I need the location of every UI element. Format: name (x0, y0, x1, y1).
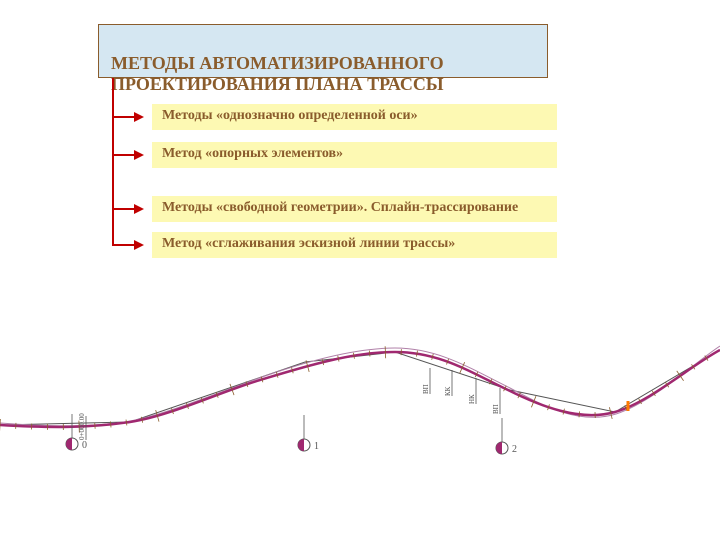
svg-text:НК: НК (468, 394, 476, 404)
svg-text:ВП: ВП (492, 404, 500, 414)
arrow-shaft (112, 154, 134, 156)
method-item-label: Метод «сглаживания эскизной линии трассы… (162, 236, 455, 251)
svg-text:2: 2 (512, 444, 517, 455)
arrow-shaft (112, 208, 134, 210)
slide-root: МЕТОДЫ АВТОМАТИЗИРОВАННОГО ПРОЕКТИРОВАНИ… (0, 0, 720, 540)
arrow-head-icon (134, 204, 144, 214)
arrow-head-icon (134, 150, 144, 160)
svg-text:КК: КК (444, 386, 452, 396)
arrow-shaft (112, 244, 134, 246)
method-item: Метод «опорных элементов» (152, 142, 557, 168)
title-box: МЕТОДЫ АВТОМАТИЗИРОВАННОГО ПРОЕКТИРОВАНИ… (98, 24, 548, 78)
svg-text:1: 1 (314, 441, 319, 452)
method-item-label: Метод «опорных элементов» (162, 146, 343, 161)
svg-text:0+000.00: 0+000.00 (78, 413, 86, 440)
arrow-head-icon (134, 240, 144, 250)
svg-text:ВП: ВП (422, 384, 430, 394)
arrow-shaft (112, 116, 134, 118)
title-text: МЕТОДЫ АВТОМАТИЗИРОВАННОГО ПРОЕКТИРОВАНИ… (111, 53, 444, 95)
route-diagram: 0 1 2 0+000.00 ВП КК НК ВП (0, 310, 720, 470)
method-item: Методы «однозначно определенной оси» (152, 104, 557, 130)
method-item-label: Методы «однозначно определенной оси» (162, 108, 418, 123)
arrow-head-icon (134, 112, 144, 122)
method-item: Метод «сглаживания эскизной линии трассы… (152, 232, 557, 258)
svg-text:0: 0 (82, 440, 87, 451)
method-item-label: Методы «свободной геометрии». Сплайн-тра… (162, 200, 518, 215)
connector-vertical (112, 78, 114, 244)
method-item: Методы «свободной геометрии». Сплайн-тра… (152, 196, 557, 222)
